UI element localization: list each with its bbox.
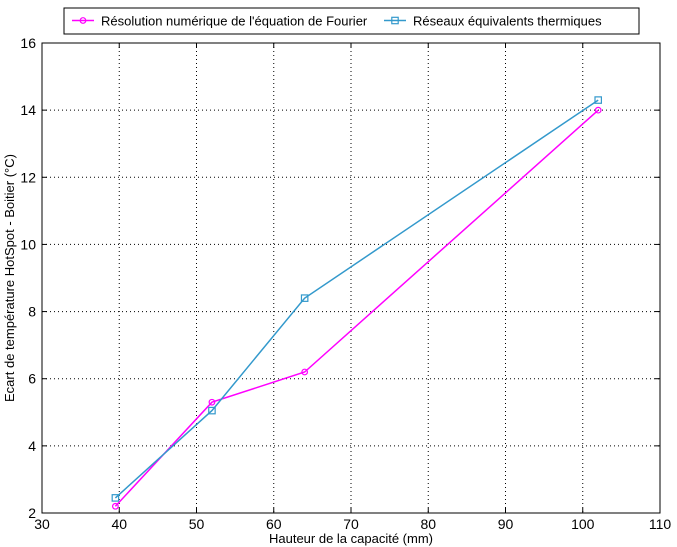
x-tick-label: 40 xyxy=(111,516,127,532)
y-axis-label: Ecart de température HotSpot - Boitier (… xyxy=(2,154,17,402)
axis-ticks: 30 40 50 60 70 80 90 100 110 2 4 6 8 10 12 14 16 xyxy=(20,35,671,532)
x-tick-label: 60 xyxy=(266,516,282,532)
legend-swatch-marker xyxy=(391,16,399,25)
legend-item-1: Résolution numérique de l'équation de Fo… xyxy=(72,14,368,29)
y-tick-label: 8 xyxy=(28,304,36,320)
series-1-point xyxy=(208,398,216,406)
plot-area xyxy=(41,42,661,514)
series-2-point xyxy=(111,494,120,502)
series-1-point xyxy=(111,502,119,510)
y-tick-label: 14 xyxy=(20,102,36,118)
legend: Résolution numérique de l'équation de Fo… xyxy=(63,7,640,35)
series-2-point xyxy=(300,294,309,302)
x-axis-label: Hauteur de la capacité (mm) xyxy=(269,531,433,546)
x-tick-label: 90 xyxy=(498,516,514,532)
legend-box xyxy=(63,7,640,35)
y-tick-label: 4 xyxy=(28,438,36,454)
y-tick-label: 16 xyxy=(20,35,36,51)
series-2 xyxy=(111,96,603,502)
x-tick-label: 30 xyxy=(34,516,50,532)
series-2-point xyxy=(594,96,603,104)
series-1-point xyxy=(301,368,309,376)
legend-swatch-marker xyxy=(79,17,87,24)
series-2-line xyxy=(114,99,599,499)
y-tick-label: 6 xyxy=(28,371,36,387)
x-tick-label: 110 xyxy=(649,516,672,532)
series-1-point xyxy=(594,106,602,114)
series-layer xyxy=(111,96,603,510)
x-tick-label: 50 xyxy=(189,516,205,532)
legend-label: Résolution numérique de l'équation de Fo… xyxy=(101,14,368,29)
legend-item-2: Réseaux équivalents thermiques xyxy=(384,14,602,29)
x-tick-label: 70 xyxy=(343,516,359,532)
series-2-point xyxy=(208,406,216,415)
grid-lines xyxy=(42,43,660,513)
x-tick-label: 100 xyxy=(571,516,595,532)
y-tick-label: 12 xyxy=(20,169,36,185)
legend-label: Réseaux équivalents thermiques xyxy=(413,14,602,29)
y-tick-label: 10 xyxy=(20,236,36,252)
y-tick-label: 2 xyxy=(28,505,36,521)
x-tick-label: 80 xyxy=(420,516,436,532)
